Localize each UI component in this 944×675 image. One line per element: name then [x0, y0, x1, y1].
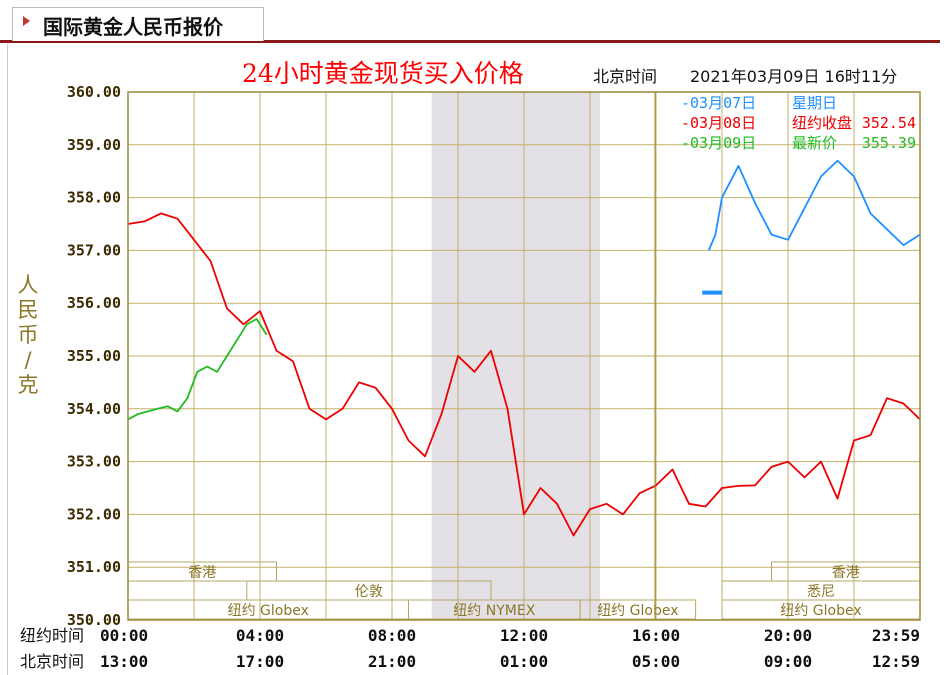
x-tick-ny: 23:59	[872, 626, 920, 645]
y-axis-label-char: /	[24, 348, 32, 372]
y-axis-label-char: 币	[18, 323, 39, 347]
y-axis-label-char: 人	[18, 273, 39, 297]
y-tick-label: 357.00	[67, 241, 121, 259]
x-tick-bj: 05:00	[632, 652, 680, 671]
legend-value: 352.54	[862, 114, 916, 132]
session-label: 悉尼	[807, 584, 835, 600]
session-label: 纽约 Globex	[597, 603, 678, 619]
x-tick-bj: 09:00	[764, 652, 812, 671]
x-tick-bj: 01:00	[500, 652, 548, 671]
x-tick-bj: 13:00	[100, 652, 148, 671]
beijing-time-label: 北京时间	[593, 67, 657, 86]
y-tick-label: 360.00	[67, 83, 121, 101]
y-axis-label-char: 民	[18, 298, 39, 322]
series-line-2	[707, 159, 921, 251]
y-tick-label: 358.00	[67, 189, 121, 207]
x-tick-ny: 08:00	[368, 626, 416, 645]
frame-border	[7, 44, 8, 675]
tab-bar: 国际黄金人民币报价	[0, 0, 944, 44]
chart-title: 24小时黄金现货买入价格	[242, 59, 524, 88]
y-tick-label: 354.00	[67, 400, 121, 418]
legend-date: -03月08日	[681, 114, 756, 132]
x-tick-ny: 20:00	[764, 626, 812, 645]
y-tick-label: 353.00	[67, 453, 121, 471]
x-tick-ny: 16:00	[632, 626, 680, 645]
legend-value: 355.39	[862, 134, 916, 152]
y-axis-label: 人民币/克	[18, 273, 39, 397]
legend: -03月07日 星期日 -03月08日 纽约收盘 352.54 -03月09日 最新价 355…	[681, 94, 916, 152]
series-line-1	[127, 318, 268, 421]
plot-frame	[127, 91, 921, 621]
session-band	[579, 599, 697, 620]
y-tick-label: 355.00	[67, 347, 121, 365]
x-tick-ny: 12:00	[500, 626, 548, 645]
x-tick-bj: 12:59	[872, 652, 920, 671]
legend-desc: 星期日	[792, 94, 837, 112]
legend-desc: 纽约收盘	[792, 114, 852, 132]
arrow-right-icon	[23, 16, 30, 26]
x-tick-ny: 04:00	[236, 626, 284, 645]
session-label: 香港	[188, 565, 216, 581]
series-lines	[127, 159, 921, 537]
session-label: 香港	[832, 565, 860, 581]
ny-time-row-label: 纽约时间	[20, 626, 84, 645]
y-tick-label: 350.00	[67, 611, 121, 629]
session-label: 伦敦	[355, 584, 383, 600]
session-label: 纽约 Globex	[780, 603, 861, 619]
series-line-0	[127, 212, 921, 537]
legend-desc: 最新价	[792, 134, 837, 152]
y-tick-label: 359.00	[67, 136, 121, 154]
y-axis-label-char: 克	[18, 373, 39, 397]
x-tick-bj: 17:00	[236, 652, 284, 671]
session-label: 纽约 NYMEX	[453, 603, 535, 619]
y-tick-label: 351.00	[67, 558, 121, 576]
y-tick-labels: 360.00 359.00 358.00 357.00 356.00 355.00 354.…	[67, 83, 121, 629]
legend-date: -03月07日	[681, 94, 756, 112]
tab-gold-cny-quote[interactable]: 国际黄金人民币报价	[12, 7, 264, 41]
y-tick-label: 352.00	[67, 505, 121, 523]
x-tick-ny: 00:00	[100, 626, 148, 645]
x-tick-bj: 21:00	[368, 652, 416, 671]
timestamp: 2021年03月09日 16时11分	[690, 67, 897, 86]
legend-date: -03月09日	[681, 134, 756, 152]
session-label: 纽约 Globex	[228, 603, 309, 619]
tab-title: 国际黄金人民币报价	[43, 15, 223, 39]
tab-bar-rule	[0, 40, 940, 43]
bj-time-row-label: 北京时间	[20, 652, 84, 671]
y-tick-label: 356.00	[67, 294, 121, 312]
